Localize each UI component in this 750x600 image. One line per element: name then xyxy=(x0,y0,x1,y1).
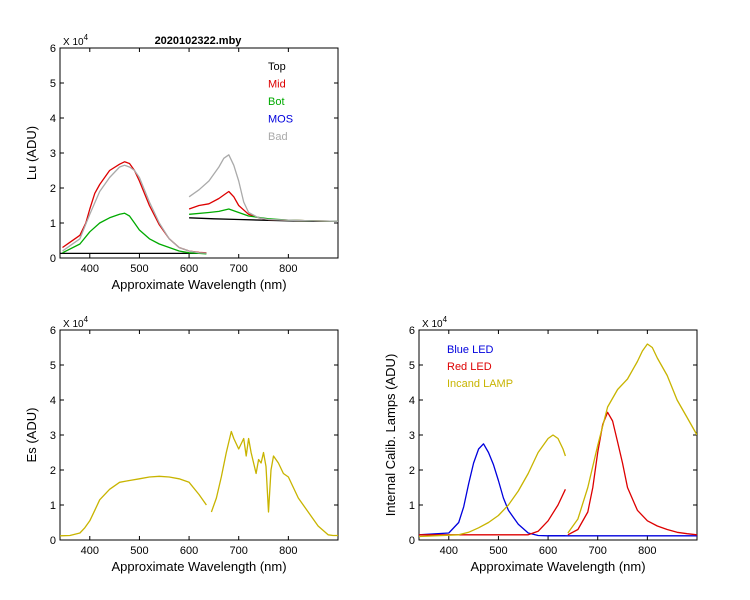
legend-entry: MOS xyxy=(268,114,293,126)
y-tick-label: 6 xyxy=(409,325,415,337)
y-multiplier-exponent: 4 xyxy=(84,315,89,324)
y-multiplier-base: X 10 xyxy=(63,37,84,48)
series-line-red-led xyxy=(419,489,566,536)
x-axis-label: Approximate Wavelength (nm) xyxy=(111,559,286,574)
series-line-es xyxy=(210,430,338,537)
y-tick-label: 3 xyxy=(409,430,415,442)
y-multiplier-exponent: 4 xyxy=(84,33,89,42)
series-line-bad xyxy=(188,154,338,222)
y-multiplier-label: X 104 xyxy=(63,315,89,330)
plot-area xyxy=(419,343,697,538)
legend-entry: Bad xyxy=(268,131,288,143)
legend-entry: Blue LED xyxy=(447,344,494,356)
x-tick-label: 700 xyxy=(230,263,248,275)
x-tick-label: 600 xyxy=(180,263,198,275)
y-tick-label: 3 xyxy=(50,430,56,442)
series-line-incand-lamp xyxy=(419,434,567,538)
x-tick-label: 400 xyxy=(440,545,458,557)
series-line-es xyxy=(60,475,207,537)
x-tick-label: 700 xyxy=(589,545,607,557)
legend-entry: Incand LAMP xyxy=(447,378,513,390)
series-line-bot xyxy=(189,208,338,222)
y-multiplier-exponent: 4 xyxy=(443,315,448,324)
y-tick-label: 6 xyxy=(50,43,56,55)
y-tick-label: 1 xyxy=(50,218,56,230)
y-multiplier-base: X 10 xyxy=(63,319,84,330)
x-tick-label: 500 xyxy=(489,545,507,557)
x-tick-label: 800 xyxy=(638,545,656,557)
y-axis-label: Es (ADU) xyxy=(24,408,39,463)
y-tick-label: 6 xyxy=(50,325,56,337)
x-tick-label: 500 xyxy=(130,263,148,275)
y-tick-label: 3 xyxy=(50,148,56,160)
x-tick-label: 800 xyxy=(279,545,297,557)
series-line-blue-led xyxy=(419,443,566,537)
y-tick-label: 5 xyxy=(409,360,415,372)
y-tick-label: 5 xyxy=(50,78,56,90)
y-tick-label: 2 xyxy=(50,465,56,477)
legend-entry: Mid xyxy=(268,79,286,91)
y-tick-label: 1 xyxy=(409,500,415,512)
x-tick-label: 600 xyxy=(180,545,198,557)
y-tick-label: 5 xyxy=(50,360,56,372)
legend-entry: Bot xyxy=(268,96,285,108)
legend-entry: Red LED xyxy=(447,361,492,373)
series-line-incand-lamp xyxy=(567,343,697,534)
x-tick-label: 700 xyxy=(230,545,248,557)
plot-frame xyxy=(59,47,339,259)
y-tick-label: 2 xyxy=(50,183,56,195)
y-tick-label: 0 xyxy=(50,253,56,265)
y-tick-label: 0 xyxy=(50,535,56,547)
y-tick-label: 4 xyxy=(409,395,415,407)
plot-area xyxy=(60,430,338,537)
y-multiplier-label: X 104 xyxy=(422,315,448,330)
y-axis-label: Lu (ADU) xyxy=(24,126,39,180)
series-line-red-led xyxy=(567,411,697,536)
plot-area xyxy=(60,154,338,255)
y-multiplier-base: X 10 xyxy=(422,319,443,330)
y-multiplier-label: X 104 xyxy=(63,33,89,48)
y-tick-label: 4 xyxy=(50,395,56,407)
y-tick-label: 0 xyxy=(409,535,415,547)
x-axis-label: Approximate Wavelength (nm) xyxy=(111,277,286,292)
figure-title: 2020102322.mby xyxy=(155,35,243,47)
x-tick-label: 500 xyxy=(130,545,148,557)
y-tick-label: 4 xyxy=(50,113,56,125)
series-line-bad xyxy=(62,164,207,254)
x-tick-label: 600 xyxy=(539,545,557,557)
legend-entry: Top xyxy=(268,61,286,73)
y-axis-label: Internal Calib. Lamps (ADU) xyxy=(383,354,398,517)
series-line-mid xyxy=(188,190,338,222)
x-axis-label: Approximate Wavelength (nm) xyxy=(470,559,645,574)
plot-frame xyxy=(59,329,339,541)
series-line-bot xyxy=(62,212,207,255)
x-tick-label: 400 xyxy=(81,545,99,557)
x-tick-label: 400 xyxy=(81,263,99,275)
x-tick-label: 800 xyxy=(279,263,297,275)
y-tick-label: 1 xyxy=(50,500,56,512)
y-tick-label: 2 xyxy=(409,465,415,477)
